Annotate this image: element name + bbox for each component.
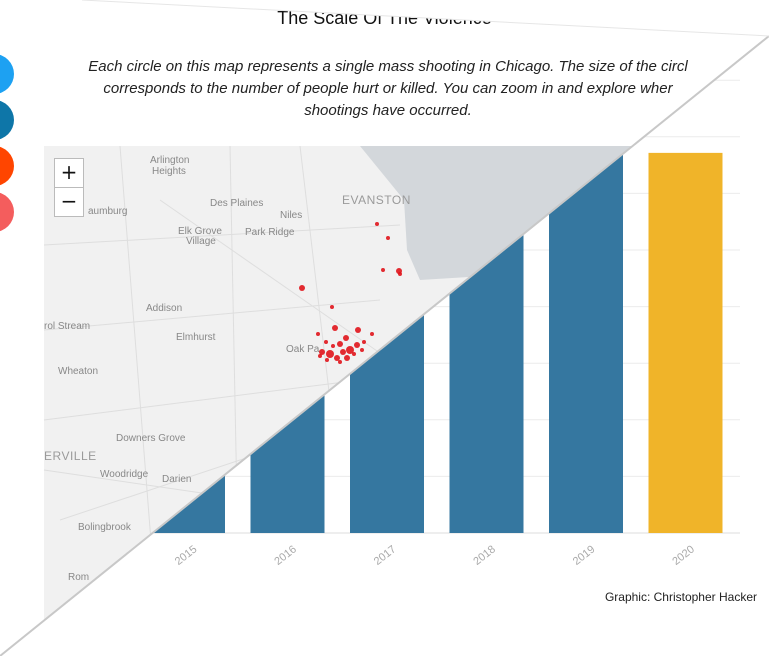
shooting-marker[interactable] xyxy=(386,236,390,240)
shooting-marker[interactable] xyxy=(326,350,334,358)
shooting-marker[interactable] xyxy=(338,360,342,364)
x-tick-label: 2016 xyxy=(272,543,299,568)
map-place-label: Niles xyxy=(280,210,302,221)
shooting-marker[interactable] xyxy=(398,272,402,276)
map-place-label: Addison xyxy=(146,303,182,314)
zoom-in-button[interactable]: + xyxy=(54,158,84,188)
shooting-marker[interactable] xyxy=(325,358,329,362)
map-place-label: Village xyxy=(186,236,216,247)
map-description: Each circle on this map represents a sin… xyxy=(48,56,728,122)
map-place-label: Rom xyxy=(68,572,89,583)
bar-2020[interactable] xyxy=(648,152,723,534)
shooting-marker[interactable] xyxy=(324,340,328,344)
map-place-label: Des Plaines xyxy=(210,198,263,209)
zoom-out-button[interactable]: − xyxy=(54,187,84,217)
shooting-marker[interactable] xyxy=(299,285,305,291)
shooting-marker[interactable] xyxy=(355,327,361,333)
x-tick-label: 2017 xyxy=(372,543,399,568)
shooting-marker[interactable] xyxy=(362,340,366,344)
map-place-label: aumburg xyxy=(88,206,127,217)
map-place-label: Darien xyxy=(162,474,191,485)
map-place-label: Bolingbrook xyxy=(78,522,132,533)
shooting-marker[interactable] xyxy=(360,348,364,352)
graphic-credit: Graphic: Christopher Hacker xyxy=(604,590,757,604)
map-place-label: Woodridge xyxy=(100,469,149,480)
shooting-marker[interactable] xyxy=(354,342,360,348)
chart-x-ticks: 2015 2016 2017 2018 2019 2020 xyxy=(173,543,697,568)
map-place-label: Wheaton xyxy=(58,366,98,377)
description-line-3: shootings have occurred. xyxy=(304,102,472,119)
map-place-label: Arlington xyxy=(150,155,189,166)
shooting-marker[interactable] xyxy=(334,355,340,361)
map-place-label: ERVILLE xyxy=(44,449,97,463)
x-tick-label: 2020 xyxy=(670,543,697,568)
x-tick-label: 2018 xyxy=(471,543,498,568)
shooting-marker[interactable] xyxy=(343,335,349,341)
shooting-marker[interactable] xyxy=(340,349,346,355)
x-tick-label: 2019 xyxy=(571,543,598,568)
map-place-label: Oak Pa xyxy=(286,344,320,355)
description-line-2: corresponds to the number of people hurt… xyxy=(103,80,673,97)
map-place-label: rol Stream xyxy=(44,321,90,332)
map-place-label: EVANSTON xyxy=(342,193,411,207)
map-place-label: Elmhurst xyxy=(176,332,216,343)
shooting-marker[interactable] xyxy=(370,332,374,336)
shooting-marker[interactable] xyxy=(337,341,343,347)
shooting-marker[interactable] xyxy=(352,352,356,356)
shooting-marker[interactable] xyxy=(375,222,379,226)
x-tick-label: 2015 xyxy=(173,543,200,568)
shooting-marker[interactable] xyxy=(316,332,320,336)
shooting-marker[interactable] xyxy=(381,268,385,272)
shooting-marker[interactable] xyxy=(344,355,350,361)
shooting-marker[interactable] xyxy=(330,305,334,309)
shooting-marker[interactable] xyxy=(332,325,338,331)
map-place-label: Heights xyxy=(152,166,186,177)
map-place-label: Park Ridge xyxy=(245,227,295,238)
shooting-marker[interactable] xyxy=(318,354,322,358)
map-place-label: Downers Grove xyxy=(116,433,186,444)
description-line-1: Each circle on this map represents a sin… xyxy=(88,58,688,75)
shooting-marker[interactable] xyxy=(331,344,335,348)
